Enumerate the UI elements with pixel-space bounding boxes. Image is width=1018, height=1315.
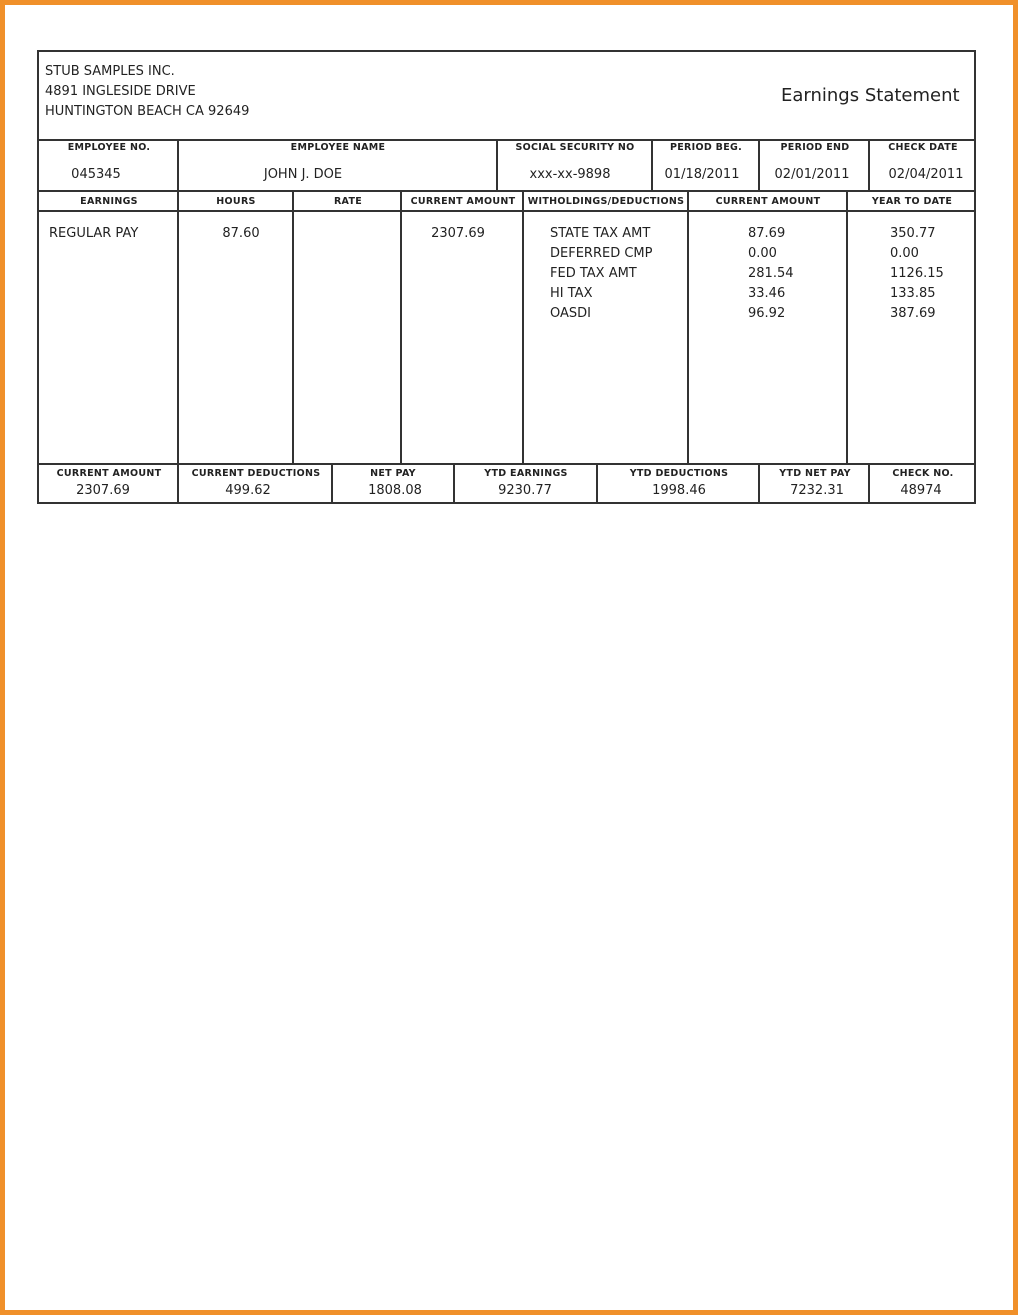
label-employee-no: EMPLOYEE NO. xyxy=(67,142,151,153)
deduction-ytd: 387.69 xyxy=(890,306,936,321)
ytd-net-pay: 7232.31 xyxy=(790,483,844,498)
company-name: STUB SAMPLES INC. xyxy=(45,64,175,79)
check-no: 48974 xyxy=(900,483,942,498)
label-employee-name: EMPLOYEE NAME xyxy=(290,142,386,153)
divider xyxy=(292,191,294,464)
header-earnings: EARNINGS xyxy=(80,196,138,207)
header-year-to-date: YEAR TO DATE xyxy=(871,196,953,207)
deduction-name: FED TAX AMT xyxy=(550,266,637,281)
header-hours: HOURS xyxy=(216,196,256,207)
label-check-no: CHECK NO. xyxy=(892,468,954,479)
label-net-pay: NET PAY xyxy=(370,468,416,479)
deduction-name: STATE TAX AMT xyxy=(550,226,651,241)
divider xyxy=(331,464,333,504)
divider xyxy=(37,463,976,465)
label-ytd-earnings: YTD EARNINGS xyxy=(484,468,568,479)
deduction-current: 87.69 xyxy=(748,226,786,241)
page-title: Earnings Statement xyxy=(781,85,960,106)
employee-no: 045345 xyxy=(71,167,121,182)
current-deductions: 499.62 xyxy=(225,483,271,498)
current-amount: 2307.69 xyxy=(76,483,130,498)
divider xyxy=(453,464,455,504)
earning-type: REGULAR PAY xyxy=(49,226,139,241)
net-pay: 1808.08 xyxy=(368,483,422,498)
header-current-amount: CURRENT AMOUNT xyxy=(410,196,516,207)
deduction-current: 33.46 xyxy=(748,286,786,301)
earning-hours: 87.60 xyxy=(222,226,260,241)
label-current-deductions: CURRENT DEDUCTIONS xyxy=(191,468,321,479)
divider xyxy=(846,191,848,464)
label-period-end: PERIOD END xyxy=(780,142,850,153)
label-ytd-deductions: YTD DEDUCTIONS xyxy=(629,468,729,479)
label-current-amount: CURRENT AMOUNT xyxy=(56,468,162,479)
divider xyxy=(400,191,402,464)
divider xyxy=(758,464,760,504)
deduction-ytd: 133.85 xyxy=(890,286,936,301)
divider xyxy=(496,140,498,191)
deduction-ytd: 0.00 xyxy=(890,246,919,261)
deduction-name: OASDI xyxy=(550,306,591,321)
earnings-statement-box xyxy=(37,50,976,504)
divider xyxy=(37,190,976,192)
divider xyxy=(177,191,179,464)
header-deduction-current: CURRENT AMOUNT xyxy=(715,196,821,207)
divider xyxy=(177,140,179,191)
divider xyxy=(651,140,653,191)
check-date: 02/04/2011 xyxy=(888,167,964,182)
deduction-ytd: 1126.15 xyxy=(890,266,944,281)
deduction-name: HI TAX xyxy=(550,286,593,301)
deduction-current: 0.00 xyxy=(748,246,777,261)
divider xyxy=(868,464,870,504)
divider xyxy=(868,140,870,191)
ssn: xxx-xx-9898 xyxy=(529,167,611,182)
divider xyxy=(37,139,976,141)
divider xyxy=(596,464,598,504)
deduction-current: 96.92 xyxy=(748,306,786,321)
period-end: 02/01/2011 xyxy=(774,167,850,182)
company-address-line2: HUNTINGTON BEACH CA 92649 xyxy=(45,104,250,119)
ytd-deductions: 1998.46 xyxy=(652,483,706,498)
deduction-current: 281.54 xyxy=(748,266,794,281)
label-period-beg: PERIOD BEG. xyxy=(669,142,743,153)
deduction-name: DEFERRED CMP xyxy=(550,246,653,261)
divider xyxy=(758,140,760,191)
header-withholdings: WITHOLDINGS/DEDUCTIONS xyxy=(527,196,685,207)
employee-name: JOHN J. DOE xyxy=(263,167,343,182)
period-beg: 01/18/2011 xyxy=(664,167,740,182)
label-check-date: CHECK DATE xyxy=(888,142,958,153)
divider xyxy=(522,191,524,464)
divider xyxy=(687,191,689,464)
company-address-line1: 4891 INGLESIDE DRIVE xyxy=(45,84,196,99)
earning-amount: 2307.69 xyxy=(431,226,485,241)
header-rate: RATE xyxy=(333,196,363,207)
divider xyxy=(177,464,179,504)
label-ssn: SOCIAL SECURITY NO xyxy=(515,142,635,153)
label-ytd-net-pay: YTD NET PAY xyxy=(779,468,851,479)
deduction-ytd: 350.77 xyxy=(890,226,936,241)
ytd-earnings: 9230.77 xyxy=(498,483,552,498)
divider xyxy=(37,210,976,212)
